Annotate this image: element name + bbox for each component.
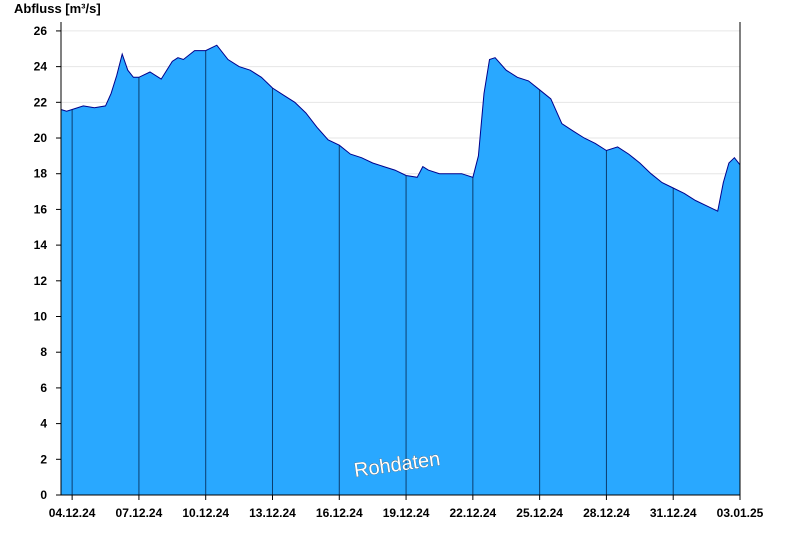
x-tick-label: 07.12.24 xyxy=(116,506,163,520)
x-tick-label: 19.12.24 xyxy=(383,506,430,520)
y-tick-label: 6 xyxy=(40,381,47,395)
vertical-day-lines xyxy=(71,50,674,495)
y-tick-label: 0 xyxy=(40,488,47,502)
axes xyxy=(56,22,741,500)
x-tick-label: 10.12.24 xyxy=(182,506,229,520)
y-tick-label: 16 xyxy=(34,202,48,216)
x-tick-label: 31.12.24 xyxy=(650,506,697,520)
y-tick-label: 2 xyxy=(40,452,47,466)
y-tick-label: 10 xyxy=(34,310,48,324)
y-axis-title: Abfluss [m³/s] xyxy=(14,1,101,16)
y-tick-label: 22 xyxy=(34,95,48,109)
series-line xyxy=(60,44,741,212)
y-tick-label: 18 xyxy=(34,167,48,181)
y-tick-label: 8 xyxy=(40,345,47,359)
x-tick-label: 25.12.24 xyxy=(516,506,563,520)
x-tick-label: 03.01.25 xyxy=(717,506,764,520)
y-tick-label: 24 xyxy=(34,60,48,74)
x-tick-labels: 04.12.24 07.12.24 10.12.24 13.12.24 16.12.24… xyxy=(49,506,764,520)
y-tick-label: 14 xyxy=(34,238,48,252)
y-tick-label: 4 xyxy=(40,417,47,431)
x-tick-label: 13.12.24 xyxy=(249,506,296,520)
x-tick-label: 04.12.24 xyxy=(49,506,96,520)
x-tick-label: 22.12.24 xyxy=(449,506,496,520)
x-tick-label: 28.12.24 xyxy=(583,506,630,520)
x-tick-label: 16.12.24 xyxy=(316,506,363,520)
y-tick-label: 26 xyxy=(34,24,48,38)
area-fill xyxy=(61,45,740,495)
y-tick-label: 12 xyxy=(34,274,48,288)
y-tick-label: 20 xyxy=(34,131,48,145)
